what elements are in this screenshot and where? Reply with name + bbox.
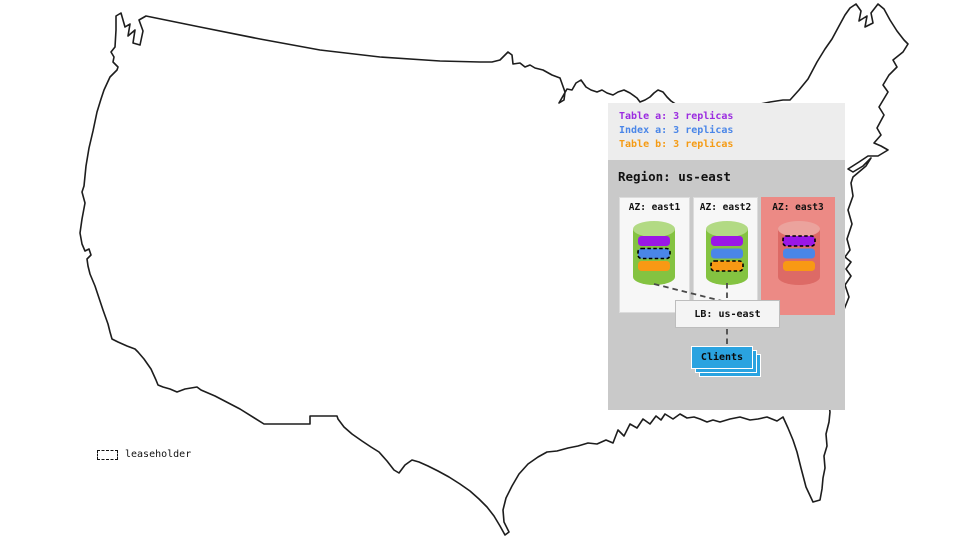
cylinder-top [633,221,675,237]
replica-table-a-leaseholder [782,235,816,247]
legend-index-a: Index a: 3 replicas [619,125,734,136]
node-cylinder-east3-down [778,221,820,285]
az-east2-label: AZ: east2 [699,202,752,213]
lb-label: LB: us-east [694,308,761,320]
us-border-path [79,3,909,536]
leaseholder-label: leaseholder [125,449,192,460]
replica-table-a [638,236,670,246]
az-east1-label: AZ: east1 [628,202,681,213]
replica-legend: Table a: 3 replicas Index a: 3 replicas … [608,103,845,160]
leaseholder-legend: leaseholder [97,449,191,460]
cylinder-top [706,221,748,237]
region-title: Region: us-east [618,169,731,184]
replica-table-b [638,261,670,271]
legend-table-a: Table a: 3 replicas [619,111,734,122]
node-cylinder-east1 [633,221,675,285]
replica-index-a [711,248,743,259]
replica-index-a [783,248,815,259]
clients-stack: Clients [691,346,763,378]
az-east3-label: AZ: east3 [772,202,824,213]
load-balancer-box: LB: us-east [675,300,780,328]
replica-table-a [711,236,743,246]
node-cylinder-east2 [706,221,748,285]
replica-index-a-leaseholder [637,247,671,260]
cylinder-top [778,221,820,237]
replica-table-b-leaseholder [710,260,744,272]
legend-table-b: Table b: 3 replicas [619,139,734,150]
replica-table-b [783,261,815,271]
clients-label: Clients [700,352,744,363]
leaseholder-swatch-icon [97,449,118,460]
clients-box: Clients [691,346,753,369]
